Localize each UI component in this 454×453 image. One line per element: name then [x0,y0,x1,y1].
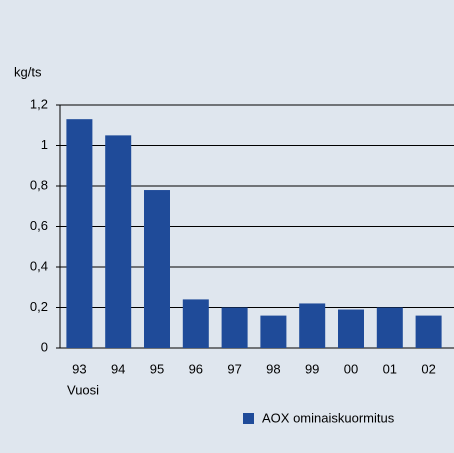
x-tick-label: 02 [421,361,435,376]
x-axis-label: Vuosi [67,382,99,397]
bar [376,307,403,348]
bar [221,307,248,348]
x-tick-label: 93 [72,361,86,376]
y-tick-label: 0,2 [30,299,48,314]
legend-swatch [243,413,254,424]
bar [260,315,287,348]
y-tick-label: 1 [41,137,48,152]
bar [144,190,170,348]
y-tick-label: 0,4 [30,258,48,273]
bar [299,303,326,348]
bar [338,309,364,348]
x-tick-label: 00 [344,361,358,376]
bar [415,315,442,348]
x-tick-label: 99 [305,361,319,376]
y-tick-label: 0,6 [30,218,48,233]
y-tick-label: 1,2 [30,96,48,111]
legend-label: AOX ominaiskuormitus [262,410,395,425]
x-tick-label: 97 [227,361,241,376]
x-tick-label: 96 [189,361,203,376]
y-tick-label: 0,8 [30,177,48,192]
bar [66,119,93,348]
x-tick-label: 94 [111,361,125,376]
bar [105,135,132,348]
x-tick-label: 98 [266,361,280,376]
y-axis-label: kg/ts [14,64,42,79]
y-tick-label: 0 [41,339,48,354]
x-tick-label: 01 [383,361,397,376]
bar [182,299,209,348]
x-tick-label: 95 [150,361,164,376]
